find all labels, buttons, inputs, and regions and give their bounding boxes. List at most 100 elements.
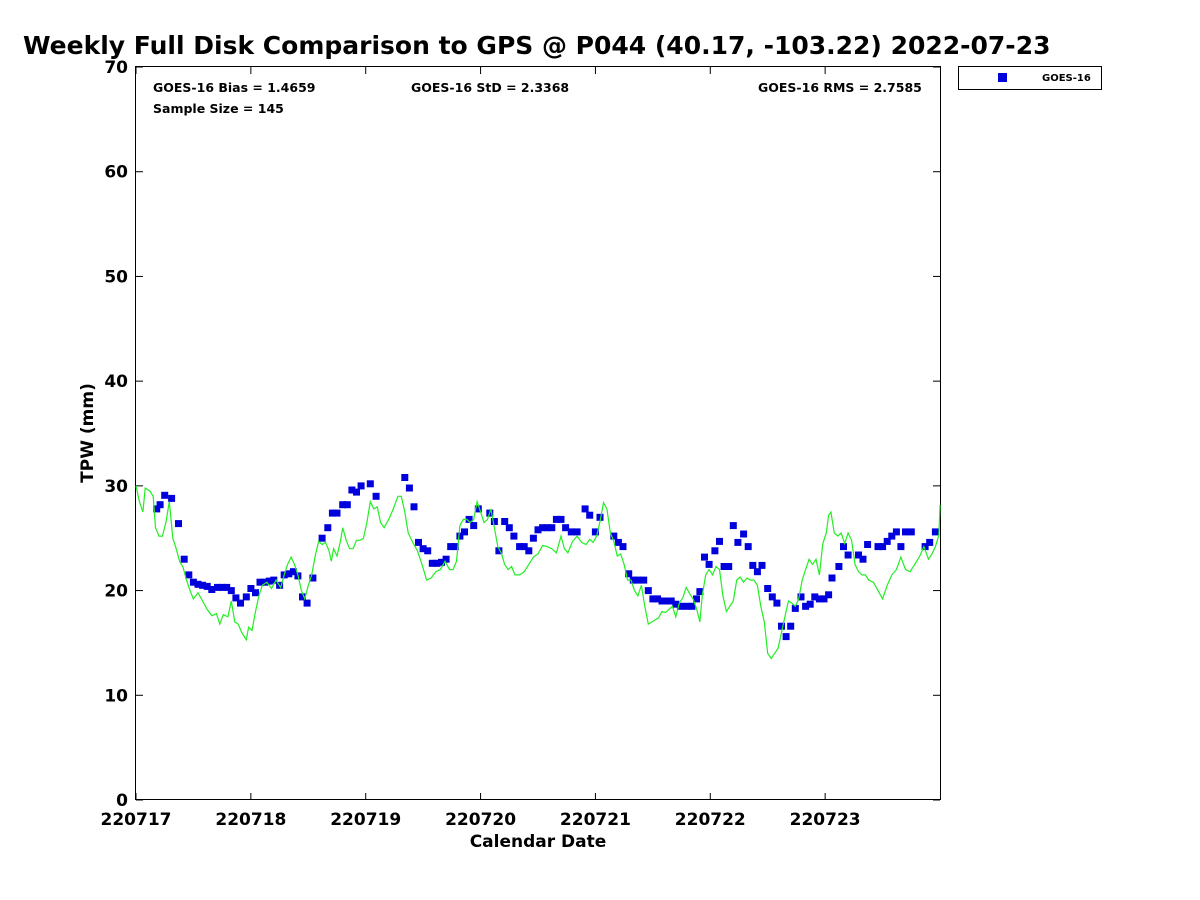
series-line	[135, 485, 941, 660]
legend-marker	[998, 73, 1007, 82]
data-point	[729, 522, 737, 530]
x-tick-label: 220723	[790, 810, 861, 830]
legend: GOES-16	[958, 66, 1102, 90]
legend-box	[958, 66, 1102, 90]
data-point	[510, 532, 518, 540]
y-axis-ticks: 0 10 20 30 40 50 60 70	[104, 58, 940, 811]
data-point	[357, 482, 365, 490]
data-point	[242, 593, 250, 601]
data-point	[815, 595, 823, 603]
data-point	[189, 578, 197, 586]
data-point	[820, 595, 828, 603]
data-point	[888, 532, 896, 540]
y-tick-label: 10	[104, 686, 128, 706]
data-point	[328, 509, 336, 517]
data-point	[672, 600, 680, 608]
data-point	[438, 558, 445, 566]
data-point	[218, 583, 226, 591]
data-point	[343, 501, 351, 509]
data-point	[156, 501, 164, 509]
data-point	[791, 604, 799, 612]
data-point	[442, 555, 450, 563]
data-point	[180, 555, 188, 563]
data-point	[874, 543, 882, 551]
data-point	[740, 530, 748, 538]
data-point	[591, 528, 599, 536]
data-point	[663, 597, 671, 605]
y-tick-label: 40	[104, 372, 128, 392]
data-point	[787, 622, 795, 630]
data-point	[525, 547, 533, 555]
data-point	[501, 518, 509, 525]
data-point	[324, 524, 332, 532]
data-point	[543, 524, 551, 532]
data-point	[725, 563, 733, 570]
data-point	[203, 582, 211, 590]
data-point	[270, 576, 278, 584]
data-point	[168, 494, 176, 502]
data-point	[907, 528, 915, 536]
data-point	[303, 599, 311, 607]
x-tick-label: 220717	[101, 810, 172, 830]
y-tick-label: 0	[116, 791, 128, 811]
data-point	[161, 491, 169, 499]
data-point	[424, 547, 432, 555]
data-point	[619, 543, 627, 551]
data-point	[744, 543, 752, 551]
data-point	[667, 597, 675, 605]
series-layer	[135, 474, 941, 660]
data-point	[415, 538, 422, 546]
data-point	[265, 577, 273, 585]
data-point	[753, 568, 761, 576]
data-point	[539, 524, 547, 532]
plot-frame	[135, 66, 941, 800]
data-point	[461, 528, 468, 536]
data-point	[232, 594, 240, 602]
data-point	[581, 505, 589, 513]
data-point	[640, 576, 648, 584]
data-point	[175, 520, 182, 528]
data-point	[520, 543, 528, 551]
x-tick-label: 220718	[215, 810, 286, 830]
data-point	[567, 528, 575, 536]
data-point	[573, 528, 581, 536]
data-point	[516, 543, 524, 551]
data-point	[318, 534, 326, 542]
data-point	[782, 633, 790, 641]
x-tick-label: 220721	[560, 810, 631, 830]
x-tick-label: 220720	[445, 810, 516, 830]
y-tick-label: 50	[104, 267, 128, 287]
data-point	[921, 543, 929, 551]
data-point	[749, 561, 757, 569]
data-point	[696, 588, 704, 596]
data-point	[811, 593, 819, 601]
data-point	[366, 480, 374, 488]
x-tick-label: 220722	[675, 810, 746, 830]
data-point	[456, 532, 464, 540]
data-point	[844, 551, 852, 559]
data-point	[339, 501, 347, 509]
data-point	[372, 492, 380, 500]
data-point	[465, 515, 473, 523]
data-point	[548, 524, 556, 532]
data-point	[835, 563, 843, 570]
data-point	[610, 532, 618, 540]
data-point	[855, 551, 862, 559]
data-point	[879, 543, 887, 551]
data-point	[806, 600, 814, 608]
data-point	[859, 555, 867, 563]
data-point	[552, 515, 560, 523]
data-point	[596, 513, 604, 521]
data-point	[864, 541, 872, 548]
data-point	[701, 553, 708, 561]
data-point	[778, 622, 785, 630]
data-point	[451, 543, 459, 551]
data-point	[252, 589, 259, 597]
data-point	[764, 585, 772, 592]
data-point	[348, 486, 356, 494]
data-point	[529, 534, 537, 542]
data-point	[309, 574, 317, 582]
data-point	[237, 599, 244, 607]
data-point	[447, 543, 455, 551]
